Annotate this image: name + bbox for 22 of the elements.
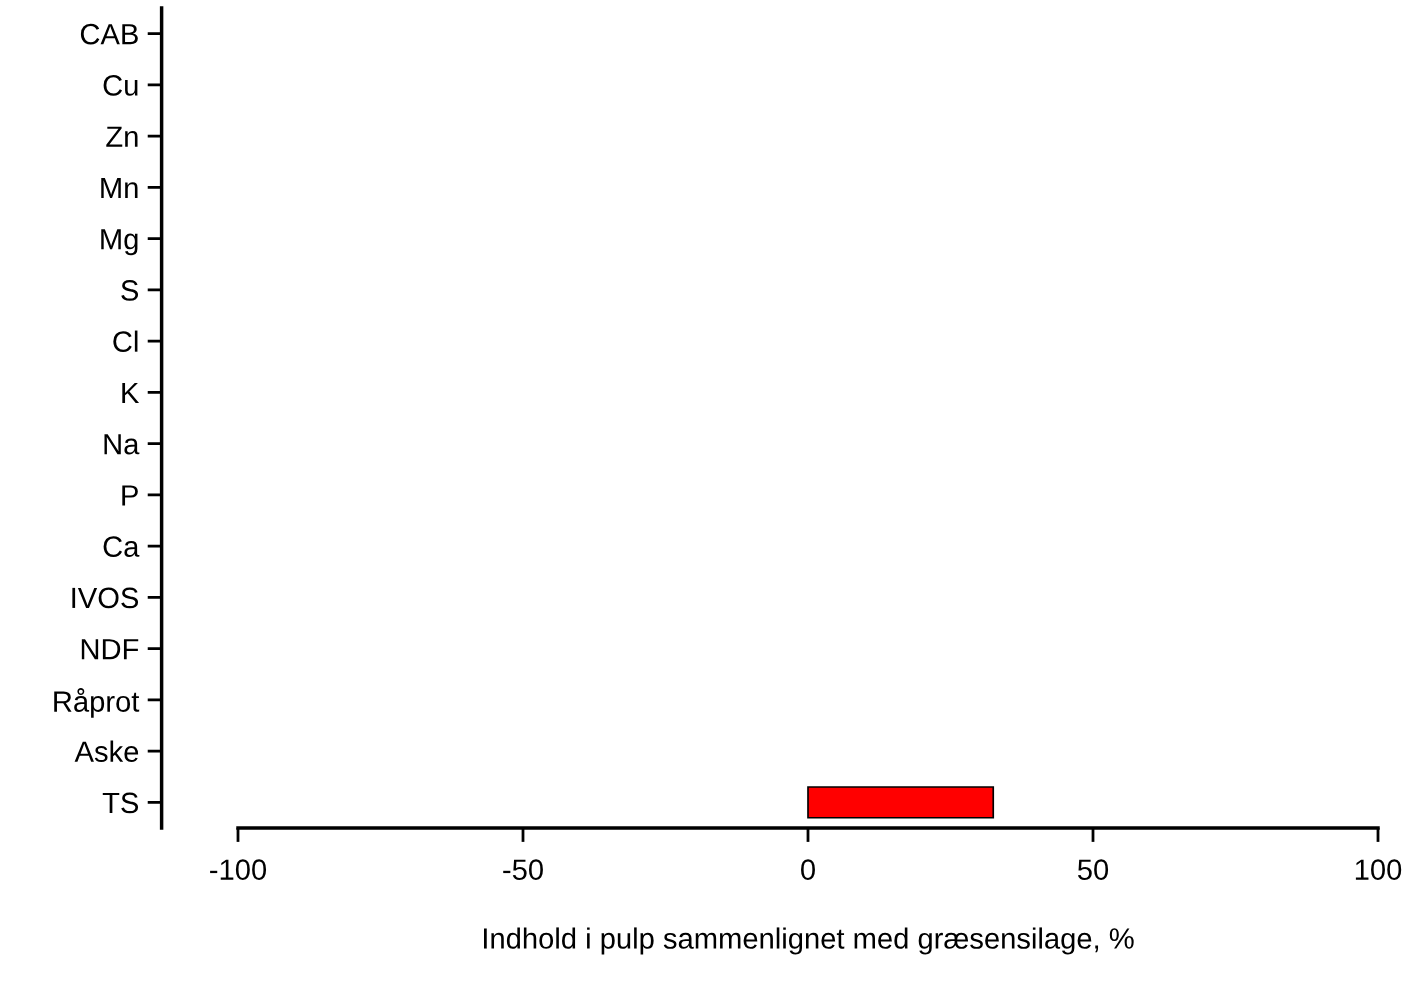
x-tick-label: 50: [1077, 859, 1109, 880]
y-tick-label: Råprot: [54, 688, 140, 718]
x-tick-label: 0: [801, 859, 815, 880]
x-axis-title: Indhold i pulp sammenlignet med græsensilage, %: [484, 927, 1134, 955]
y-tick-label: Aske: [74, 740, 139, 762]
x-tick-label: -100: [210, 859, 267, 880]
y-tick-label: Mn: [101, 177, 138, 198]
x-tick-label: 100: [1355, 859, 1402, 880]
y-tick-label: CAB: [80, 23, 138, 45]
y-tick-label: P: [122, 485, 138, 506]
y-tick-label: Zn: [106, 126, 138, 147]
y-tick-label: IVOS: [72, 587, 139, 609]
y-tick-label: Ca: [103, 536, 140, 557]
y-tick-label: Cu: [103, 75, 138, 96]
y-tick-label: NDF: [81, 639, 139, 660]
y-tick-label: K: [122, 382, 140, 403]
y-tick-label: Na: [104, 434, 140, 455]
y-tick-label: Mg: [101, 229, 138, 256]
x-tick-label: -50: [503, 859, 543, 880]
y-tick-label: S: [121, 280, 139, 301]
y-tick-label: TS: [102, 792, 139, 814]
y-tick-label: Cl: [113, 330, 138, 352]
